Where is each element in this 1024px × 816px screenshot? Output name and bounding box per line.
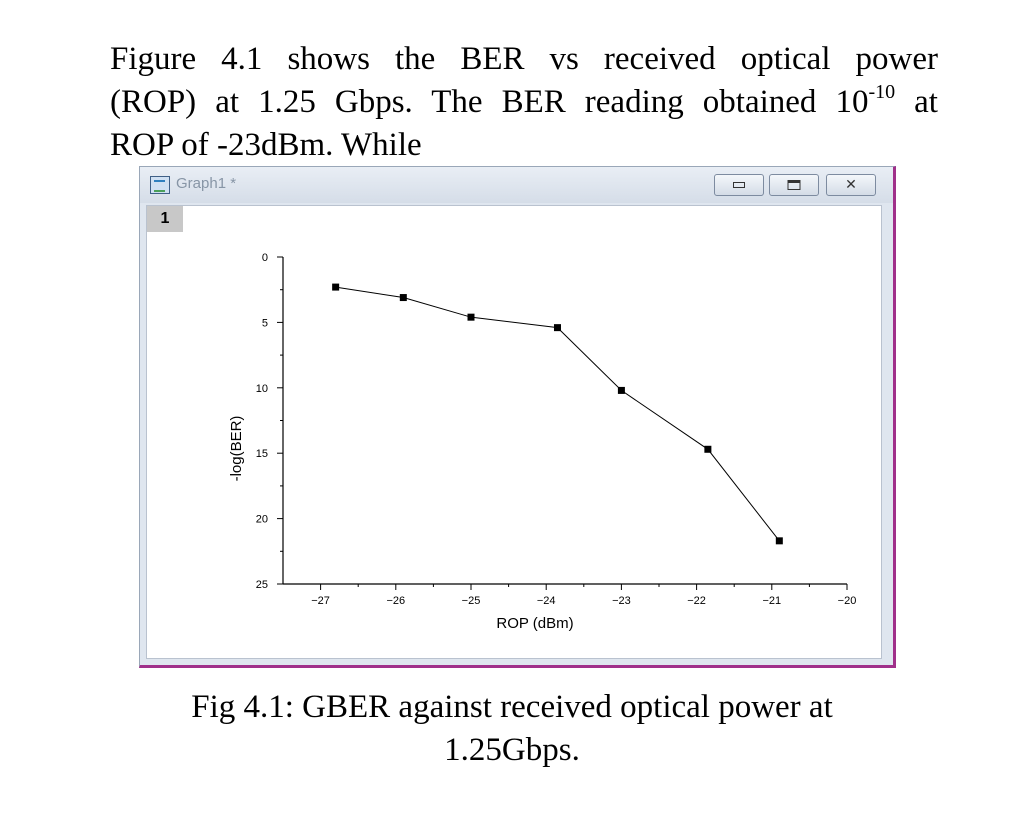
y-tick-label: 20 xyxy=(256,514,268,526)
graph-app-icon xyxy=(150,176,170,194)
x-tick-label: −25 xyxy=(462,595,481,607)
maximize-button[interactable] xyxy=(769,174,819,196)
x-tick-label: −20 xyxy=(838,595,857,607)
paragraph-exponent: -10 xyxy=(868,81,896,103)
window-title: Graph1 * xyxy=(176,175,237,192)
paragraph-line-3: ROP of -23dBm. While xyxy=(110,127,422,163)
paragraph-line-2-end: at xyxy=(895,84,938,120)
body-paragraph: Figure 4.1 shows the BER vs received opt… xyxy=(110,38,938,167)
x-tick-label: −21 xyxy=(762,595,781,607)
y-tick-label: 10 xyxy=(256,383,268,395)
paragraph-line-2-text: (ROP) at 1.25 Gbps. The BER reading obta… xyxy=(110,84,869,120)
figure-caption: Fig 4.1: GBER against received optical p… xyxy=(0,686,1024,772)
data-point xyxy=(775,537,783,545)
paragraph-line-1: Figure 4.1 shows the BER vs received opt… xyxy=(110,41,938,77)
data-point xyxy=(399,294,407,302)
data-point xyxy=(617,386,625,394)
y-tick-label: 15 xyxy=(256,448,268,460)
layer-tab[interactable]: 1 xyxy=(147,206,183,232)
minimize-button[interactable] xyxy=(714,174,764,196)
x-tick-label: −27 xyxy=(311,595,330,607)
ber-chart: −27 −26 −25 −24 −23 −22 −21 −20 0 5 10 15 20 25 ROP (d… xyxy=(228,252,857,632)
caption-line-1: Fig 4.1: GBER against received optical p… xyxy=(191,689,833,725)
data-point xyxy=(553,324,561,332)
paragraph-line-2: (ROP) at 1.25 Gbps. The BER reading obta… xyxy=(110,81,938,124)
y-tick-label: 0 xyxy=(262,252,268,264)
x-tick-label: −26 xyxy=(386,595,405,607)
window-titlebar[interactable]: Graph1 * ✕ xyxy=(140,167,893,203)
x-tick-label: −24 xyxy=(537,595,556,607)
plot-area: 1 −27 −26 −25 −24 −23 −22 −21 −20 0 5 10 15 20 25 ROP … xyxy=(146,205,882,659)
graph-window: Graph1 * ✕ 1 −27 −26 −25 −24 −23 −22 −21 −20 0 5 1… xyxy=(139,166,896,668)
y-tick-label: 5 xyxy=(262,317,268,329)
close-icon: ✕ xyxy=(845,177,857,193)
y-tick-label: 25 xyxy=(256,579,268,591)
maximize-icon xyxy=(787,180,801,190)
data-point xyxy=(467,313,475,321)
x-tick-label: −22 xyxy=(687,595,706,607)
minimize-icon xyxy=(733,182,745,188)
data-point xyxy=(332,283,340,291)
x-tick-label: −23 xyxy=(612,595,631,607)
y-axis-label: -log(BER) xyxy=(228,416,245,482)
data-point xyxy=(704,445,712,453)
close-button[interactable]: ✕ xyxy=(826,174,876,196)
caption-line-2: 1.25Gbps. xyxy=(444,732,580,768)
x-axis-label: ROP (dBm) xyxy=(496,615,573,632)
